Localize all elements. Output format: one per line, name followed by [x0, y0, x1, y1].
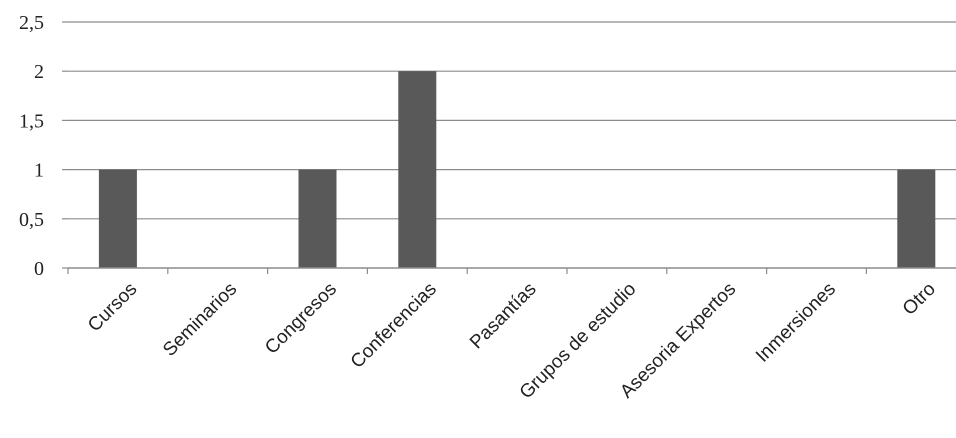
y-axis-ticks: 0 0,5 1 1,5 2 2,5	[19, 12, 44, 280]
x-tick-label: Inmersiones	[752, 279, 840, 367]
x-tick-label: Seminarios	[159, 279, 241, 361]
x-axis-ticks: Cursos Seminarios Congresos Conferencias Pas…	[84, 279, 940, 404]
gridlines	[62, 21, 956, 269]
y-tick-label: 0,5	[19, 209, 44, 231]
x-tick-label: Congresos	[261, 279, 341, 359]
bar-cursos	[98, 169, 137, 268]
bar-otro	[897, 169, 936, 268]
y-tick-label: 0	[34, 258, 44, 280]
bars	[98, 71, 936, 268]
x-axis	[67, 267, 956, 274]
y-tick-label: 1	[34, 160, 44, 182]
y-tick-label: 2	[34, 61, 44, 83]
y-tick-label: 1,5	[19, 110, 44, 132]
x-tick-label: Conferencias	[347, 279, 441, 373]
x-tick-label: Otro	[899, 279, 940, 320]
x-tick-label: Cursos	[84, 279, 141, 336]
x-tick-label: Pasantías	[466, 279, 541, 354]
bar-congresos	[298, 169, 337, 268]
bar-conferencias	[398, 71, 437, 268]
y-tick-label: 2,5	[19, 12, 44, 34]
